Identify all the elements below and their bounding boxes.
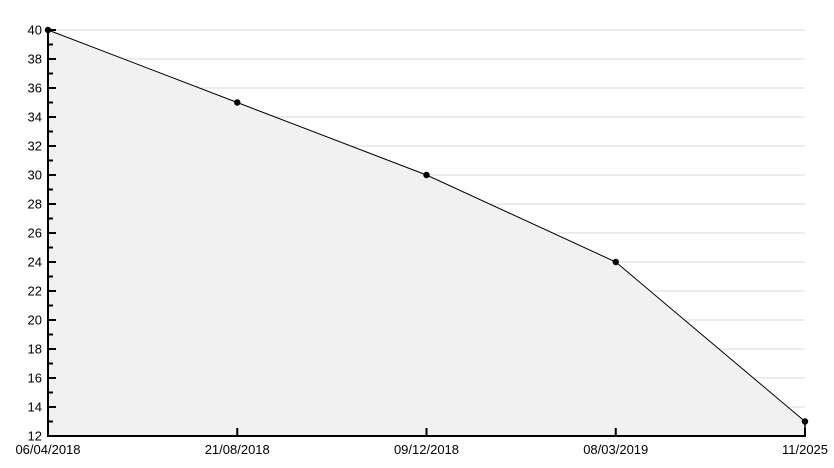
y-tick-label: 18 xyxy=(28,342,42,357)
x-tick-label: 21/08/2018 xyxy=(205,442,270,457)
y-tick-label: 38 xyxy=(28,52,42,67)
y-tick-label: 22 xyxy=(28,284,42,299)
y-tick-label: 34 xyxy=(28,110,42,125)
y-tick-label: 24 xyxy=(28,255,42,270)
x-tick-label: 11/2025 xyxy=(782,442,828,457)
y-tick-label: 28 xyxy=(28,197,42,212)
x-tick-label: 06/04/2018 xyxy=(15,442,80,457)
data-point-marker xyxy=(612,258,619,266)
data-point-marker xyxy=(234,99,241,106)
data-point-marker xyxy=(44,26,52,34)
y-tick-label: 12 xyxy=(28,429,42,444)
y-tick-label: 26 xyxy=(28,226,42,241)
y-tick-label: 32 xyxy=(28,139,42,154)
x-tick-label: 08/03/2019 xyxy=(583,442,648,457)
y-tick-label: 14 xyxy=(28,400,42,415)
data-point-marker xyxy=(801,418,809,425)
y-tick-label: 20 xyxy=(28,313,42,328)
x-tick-label: 09/12/2018 xyxy=(394,442,459,457)
data-point-marker xyxy=(423,171,430,179)
y-tick-label: 40 xyxy=(28,23,42,38)
y-tick-label: 30 xyxy=(28,168,42,183)
y-tick-label: 16 xyxy=(28,371,42,386)
y-tick-label: 36 xyxy=(28,81,42,96)
area-fill xyxy=(48,30,805,436)
